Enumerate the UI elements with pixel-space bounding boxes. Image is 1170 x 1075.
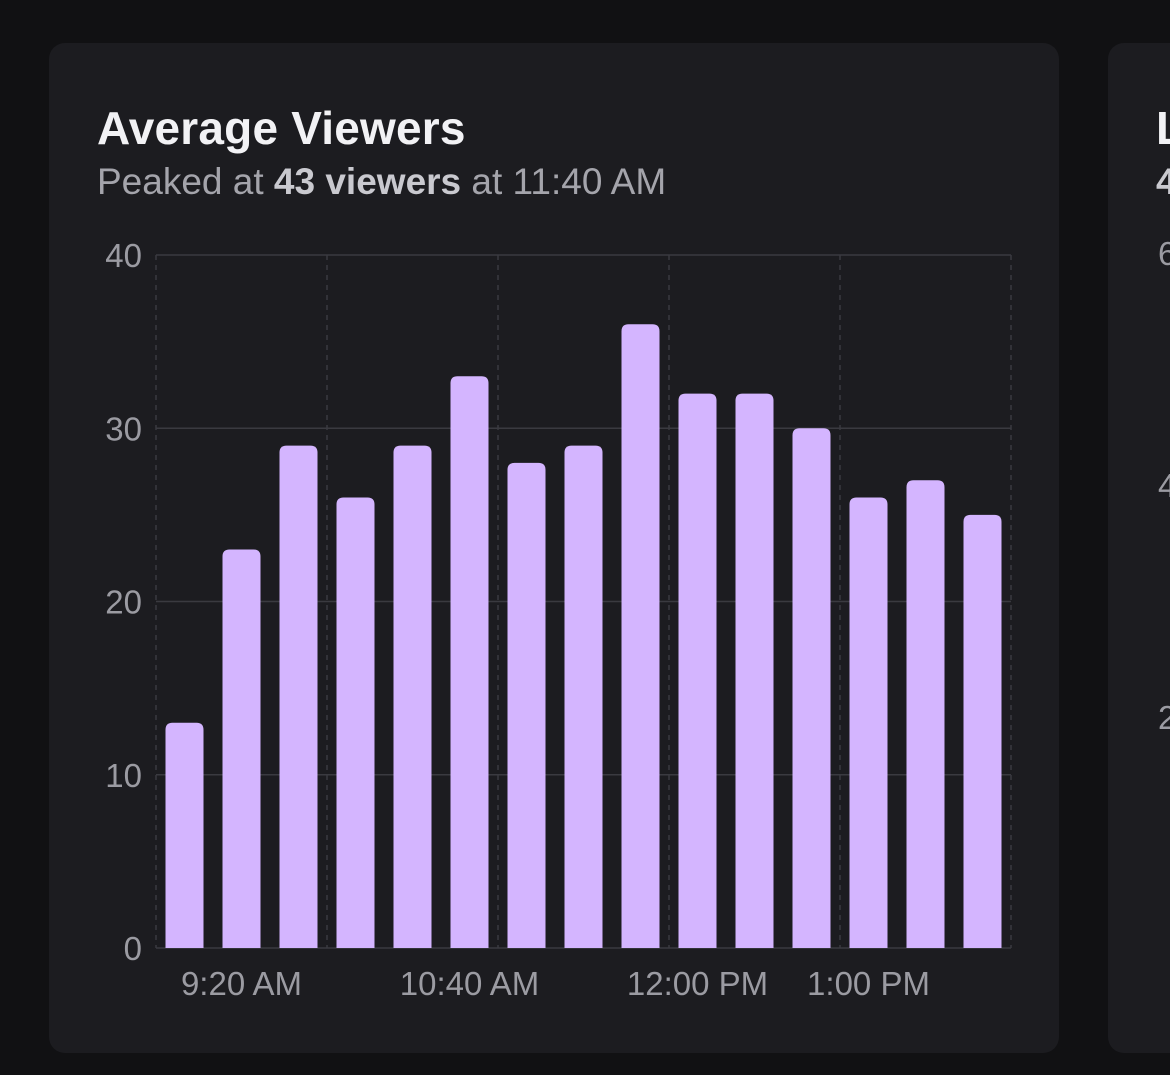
bar-10-40-am (450, 376, 489, 948)
card-title: Average Viewers (97, 102, 466, 154)
bar-11-00-am (507, 462, 546, 948)
subtitle-prefix: Peaked at (97, 161, 264, 202)
y-tick-label: 40 (105, 237, 142, 274)
card-subtitle: Peaked at 43 viewers at 11:40 AM (97, 161, 666, 203)
y-tick-label: 20 (105, 584, 142, 621)
adjacent-card-subtitle: 4 (1156, 161, 1170, 202)
adjacent-ytick: 6 (1158, 235, 1170, 272)
average-viewers-bar-chart: 0 10 20 30 40 9:20 AM 10:40 AM 12:00 PM 1:00 PM (105, 237, 1012, 1002)
adjacent-ytick: 2 (1158, 699, 1170, 736)
x-tick-label: 1:00 PM (807, 965, 930, 1002)
average-viewers-card: Average Viewers Peaked at 43 viewers at … (49, 43, 1059, 1053)
bar-12-20-pm (735, 393, 774, 949)
adjacent-card-title: L (1156, 101, 1170, 155)
peak-viewers: 43 viewers (273, 161, 462, 202)
bar-9-40-am (279, 445, 318, 948)
bar-1-00-pm (849, 497, 888, 948)
bar-11-20-am (564, 445, 603, 948)
y-tick-label: 0 (124, 930, 142, 967)
bar-12-40-pm (792, 428, 831, 948)
bar-1-40-pm (963, 514, 1002, 948)
subtitle-suffix: at 11:40 AM (471, 161, 667, 202)
bar-9-00-am (165, 722, 204, 948)
bar-12-00-pm (678, 393, 717, 949)
bar-11-40-am (621, 324, 660, 948)
bar-1-20-pm (906, 480, 945, 948)
x-tick-label: 9:20 AM (181, 965, 302, 1002)
x-tick-label: 10:40 AM (400, 965, 539, 1002)
x-tick-label: 12:00 PM (627, 965, 768, 1002)
y-tick-label: 10 (105, 757, 142, 794)
bar-9-20-am (222, 549, 261, 948)
y-tick-label: 30 (105, 410, 142, 447)
adjacent-ytick: 4 (1158, 467, 1170, 504)
bar-10-20-am (393, 445, 432, 948)
bar-10-00-am (336, 497, 375, 948)
adjacent-card-partial: L 4 6 4 2 (1108, 43, 1170, 1053)
